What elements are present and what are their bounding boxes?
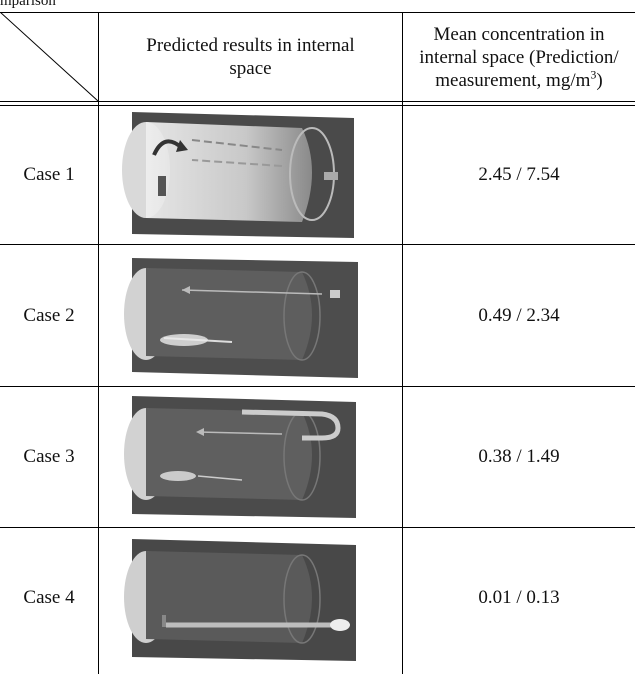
header-predicted-results: Predicted results in internal space (146, 35, 355, 79)
corner-diagonal (0, 12, 99, 102)
case-label: Case 4 (23, 587, 75, 608)
case-2-airflow-visualization (102, 252, 398, 382)
row-separator-2 (0, 386, 635, 387)
case-3-airflow-visualization (102, 392, 398, 522)
concentration-value: 0.38 / 1.49 (478, 446, 560, 467)
case-1-airflow-visualization (102, 110, 398, 240)
row-separator-3 (0, 527, 635, 528)
case-label: Case 3 (23, 446, 75, 467)
header-double-line-bottom (0, 105, 635, 106)
case-label: Case 1 (23, 164, 75, 185)
concentration-value: 0.49 / 2.34 (478, 305, 560, 326)
column-divider-2 (402, 12, 403, 674)
case-label: Case 2 (23, 305, 75, 326)
concentration-value: 0.01 / 0.13 (478, 587, 560, 608)
caption-fragment: mparison (0, 0, 56, 8)
header-mean-concentration: Mean concentration in internal space (Pr… (419, 23, 619, 91)
table-top-border (0, 12, 635, 13)
header-double-line-top (0, 101, 635, 102)
row-separator-1 (0, 244, 635, 245)
concentration-value: 2.45 / 7.54 (478, 164, 560, 185)
column-divider-1 (98, 12, 99, 674)
case-4-airflow-visualization (102, 535, 398, 665)
